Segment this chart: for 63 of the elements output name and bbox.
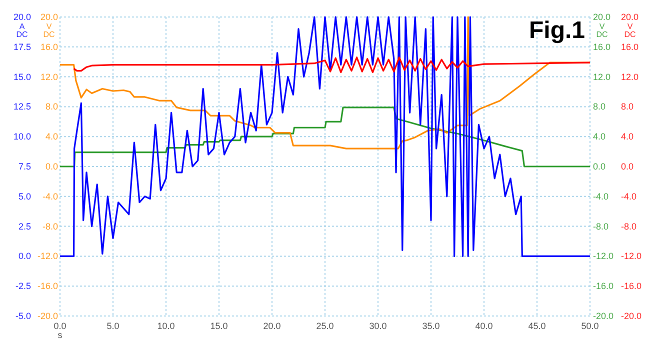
x-tick-label: 0.0 [54, 321, 66, 331]
text: -8.0 [621, 221, 637, 232]
y2-tick-label: -16.0 [37, 281, 58, 292]
y3-tick-label: -8.0 [593, 221, 609, 232]
text: 12.0 [621, 72, 639, 82]
y2-tick-label: -8.0 [42, 221, 58, 232]
y2-tick-label: 8.0 [45, 102, 58, 112]
x-tick-label: 30.0 [369, 321, 387, 331]
text: 16.0 [621, 42, 639, 52]
y3-tick-label: -12.0 [593, 251, 614, 262]
y2-tick-label: -12.0 [37, 251, 58, 262]
y-tick-label: 7.5 [18, 162, 31, 172]
y3-tick-label: 20.0 [593, 12, 611, 22]
y2-tick-label: 20.0 [40, 12, 58, 22]
y-tick-label: -2.5 [15, 281, 31, 292]
x-tick-label: 25.0 [316, 321, 334, 331]
text: V DC [624, 22, 636, 39]
y3-tick-label: 4.0 [593, 132, 606, 142]
x-tick-label: 50.0 [581, 321, 599, 331]
x-tick-label: 10.0 [157, 321, 175, 331]
line-series [72, 56, 591, 74]
text: -12.0 [621, 251, 642, 262]
y2-tick-label: -20.0 [37, 311, 58, 321]
x-tick-label: 35.0 [422, 321, 440, 331]
x-tick-label: 15.0 [210, 321, 228, 331]
text: 4.0 [621, 132, 634, 142]
x-tick-label: 45.0 [528, 321, 546, 331]
y2-axis-title: V DC [43, 22, 55, 39]
y-tick-label: 0.0 [18, 251, 31, 262]
y3-tick-label: -16.0 [593, 281, 614, 292]
y2-tick-label: 0.0 [45, 162, 58, 172]
text: 8.0 [621, 102, 634, 112]
y2-tick-label: 4.0 [45, 132, 58, 142]
y-tick-label: 12.5 [13, 102, 31, 112]
y-tick-label: 10.0 [13, 132, 31, 142]
y3-tick-label: 12.0 [593, 72, 611, 82]
x-tick-label: 40.0 [475, 321, 493, 331]
y-tick-label: 2.5 [18, 221, 31, 232]
y-tick-label: 20.0 [13, 12, 31, 22]
y3-axis-title: V DC [596, 22, 608, 39]
chart-title: Fig.1 [528, 17, 585, 44]
x-tick-label: 5.0 [106, 321, 120, 331]
y3-tick-label: 8.0 [593, 102, 606, 112]
text: -20.0 [621, 311, 642, 321]
y3-tick-label: 0.0 [593, 162, 606, 172]
y-axis-title: A DC [16, 22, 28, 39]
y3-tick-label: -4.0 [593, 191, 609, 202]
y-tick-label: -5.0 [15, 311, 31, 321]
y3-tick-label: 16.0 [593, 42, 611, 52]
text: 0.0 [621, 162, 634, 172]
text: -4.0 [621, 191, 637, 202]
line-series [59, 106, 591, 168]
y-tick-label: 15.0 [13, 72, 31, 82]
text: 20.0 [621, 12, 639, 22]
y-tick-label: 5.0 [18, 191, 31, 202]
y2-tick-label: -4.0 [42, 191, 58, 202]
text: -16.0 [621, 281, 642, 292]
x-axis-title: s [58, 330, 63, 340]
y-tick-label: 17.5 [13, 42, 31, 52]
y2-tick-label: 16.0 [40, 42, 58, 52]
y2-tick-label: 12.0 [40, 72, 58, 82]
y3-tick-label: -20.0 [593, 311, 614, 321]
x-tick-label: 20.0 [263, 321, 281, 331]
